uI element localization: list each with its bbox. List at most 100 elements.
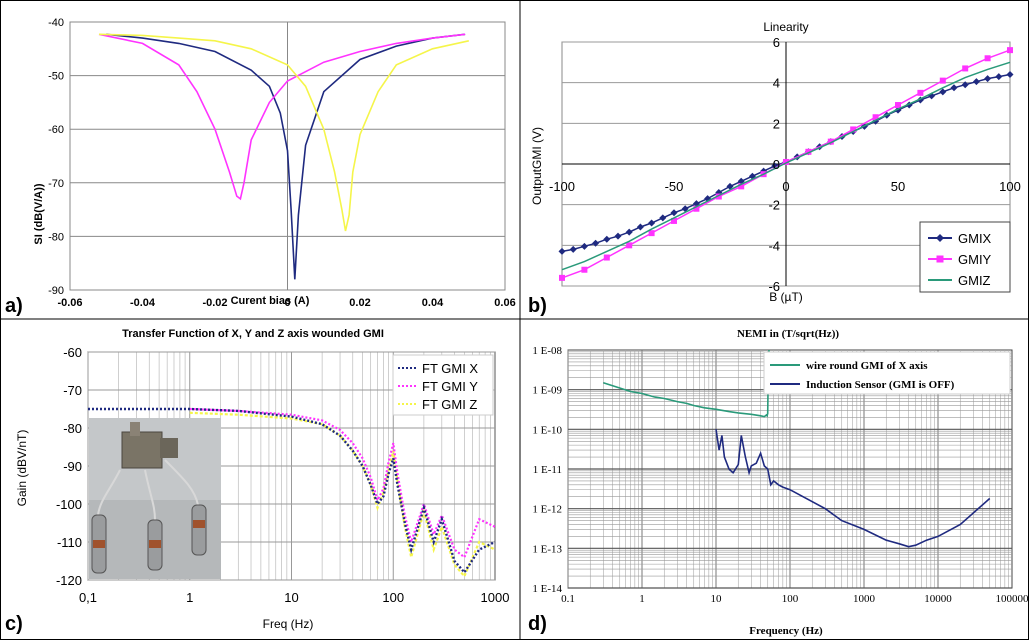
panel-b-point bbox=[984, 55, 991, 62]
panel-d-ytick: 1 E-08 bbox=[532, 345, 562, 357]
panel-a-ytick: -40 bbox=[48, 17, 64, 29]
panel-b-point bbox=[636, 223, 644, 231]
panel-d-xtick: 0.1 bbox=[561, 593, 575, 605]
panel-a-series-line bbox=[98, 33, 469, 232]
panel-b-point bbox=[895, 102, 901, 109]
panel-a-ytick: -60 bbox=[48, 124, 64, 136]
panel-d-legend-box bbox=[763, 351, 1011, 395]
panel-b-legend-label: GMIX bbox=[958, 231, 992, 246]
panel-b-series-line bbox=[561, 61, 1011, 271]
panel-c-ytick: -90 bbox=[63, 459, 82, 474]
panel-b-point bbox=[715, 193, 722, 200]
panel-b-point bbox=[671, 217, 677, 224]
panel-b-point bbox=[614, 232, 622, 240]
panel-b-legend: GMIX GMIY GMIZ bbox=[919, 221, 1011, 293]
panel-c-xtick: 1 bbox=[186, 590, 193, 605]
panel-c-legend-label: FT GMI Y bbox=[422, 379, 478, 394]
panel-a-xtick: 0.02 bbox=[349, 297, 370, 309]
panel-d-xtick: 10 bbox=[711, 593, 723, 605]
panel-a-ytick: -70 bbox=[48, 178, 64, 190]
panel-b-point bbox=[580, 242, 588, 250]
panel-c-xlabel: Freq (Hz) bbox=[263, 617, 314, 631]
panel-a-xtick: 0.04 bbox=[422, 297, 444, 309]
panel-b-point bbox=[939, 77, 946, 84]
panel-b-xlabel: B (µT) bbox=[769, 290, 803, 304]
panel-a-xtick: -0.02 bbox=[202, 297, 227, 309]
panel-d-legend: wire round GMI of X axis Induction Sensor… bbox=[763, 351, 1011, 395]
panel-a-ytick: -50 bbox=[48, 71, 64, 83]
panel-a-xtick: -0.04 bbox=[130, 297, 156, 309]
panel-b-point bbox=[962, 65, 969, 72]
panel-d-xtick: 100 bbox=[782, 593, 799, 605]
panel-b-point bbox=[659, 214, 667, 222]
panel-b-xtick: 100 bbox=[999, 179, 1021, 194]
panel-a-xtick: 0 bbox=[284, 297, 290, 309]
panel-d-legend-label: Induction Sensor (GMI is OFF) bbox=[806, 379, 955, 391]
panel-b-ytick: -6 bbox=[768, 279, 780, 294]
panel-b-point bbox=[592, 239, 600, 247]
panel-a-ylabel: SI (dB(V/A)) bbox=[33, 183, 45, 244]
panel-c-xtick: 10 bbox=[284, 590, 298, 605]
panel-b-point bbox=[995, 73, 1003, 81]
panel-b-ytick: -2 bbox=[768, 198, 780, 213]
panel-a-chart: -40 -50 -60 -70 -80 -90-0.06 -0.04 -0.02 0 0.02 0.… bbox=[5, 17, 516, 317]
panel-b-point bbox=[693, 205, 700, 212]
panel-a-ytick: -80 bbox=[48, 231, 64, 243]
panel-c-ytick: -80 bbox=[63, 421, 82, 436]
panel-d-xtick: 100000 bbox=[996, 593, 1029, 605]
panel-b-point bbox=[559, 274, 565, 281]
panel-b-point bbox=[603, 235, 611, 243]
panel-b-point bbox=[603, 254, 610, 261]
panel-d-ytick: 1 E-14 bbox=[532, 583, 562, 595]
panel-b-label: b) bbox=[528, 295, 547, 317]
panel-d-legend-label: wire round GMI of X axis bbox=[806, 360, 928, 372]
panel-b-xtick: 50 bbox=[891, 179, 905, 194]
panel-b-point bbox=[827, 138, 834, 145]
panel-b-xtick: -100 bbox=[549, 179, 575, 194]
panel-d-xlabel: Frequency (Hz) bbox=[749, 625, 823, 637]
panel-c-xtick: 0,1 bbox=[79, 590, 97, 605]
panel-b-ytick: 4 bbox=[773, 76, 780, 91]
panel-d-ytick: 1 E-11 bbox=[533, 464, 562, 476]
panel-b-point bbox=[569, 245, 577, 253]
sensor-photo bbox=[89, 418, 221, 579]
panel-d-xtick: 10000 bbox=[924, 593, 952, 605]
panel-c-xtick: 100 bbox=[382, 590, 404, 605]
panel-b-point bbox=[872, 114, 879, 121]
panel-b-point bbox=[939, 88, 947, 96]
panel-c-ytick: -100 bbox=[56, 497, 82, 512]
panel-b-ytick: 6 bbox=[773, 35, 780, 50]
panel-a-xtick: -0.06 bbox=[57, 297, 82, 309]
panel-b-point bbox=[1007, 47, 1013, 54]
panel-b-ylabel: OutputGMI (V) bbox=[530, 127, 544, 205]
panel-b-point bbox=[558, 247, 566, 255]
panel-c-ytick: -60 bbox=[63, 345, 82, 360]
panel-b-point bbox=[972, 78, 980, 86]
panel-b-ytick: 2 bbox=[773, 116, 780, 131]
panel-b-point bbox=[626, 242, 633, 249]
panel-b-point bbox=[670, 209, 678, 217]
panel-d-title: NEMI in (T/sqrt(Hz)) bbox=[737, 328, 839, 340]
panel-c-legend: FT GMI X FT GMI Y FT GMI Z bbox=[392, 354, 494, 416]
panel-d-ytick: 1 E-10 bbox=[532, 424, 562, 436]
panel-c-chart: -60 -70 -80 -90 -100 -110 -120 0,1 1 10 100 1000 Tr… bbox=[5, 328, 509, 635]
panel-c-legend-box bbox=[392, 354, 494, 416]
panel-c-legend-label: FT GMI X bbox=[422, 361, 478, 376]
panel-c-ylabel: Gain (dBV/nT) bbox=[15, 430, 29, 507]
panel-d-ytick: 1 E-12 bbox=[532, 504, 562, 516]
panel-b-point bbox=[984, 75, 992, 83]
panel-c-title: Transfer Function of X, Y and Z axis wou… bbox=[122, 328, 384, 340]
panel-b-legend-marker bbox=[936, 255, 944, 263]
panel-b-point bbox=[961, 81, 969, 89]
panel-b-point bbox=[950, 84, 958, 92]
panel-b-point bbox=[681, 205, 689, 213]
panel-d-ytick: 1 E-13 bbox=[532, 543, 562, 555]
panel-c-legend-label: FT GMI Z bbox=[422, 397, 477, 412]
panel-c-series-line bbox=[189, 411, 496, 579]
panel-b-point bbox=[917, 89, 924, 96]
panel-a-label: a) bbox=[5, 295, 23, 317]
panel-c-ytick: -70 bbox=[63, 383, 82, 398]
panel-c-ytick: -110 bbox=[57, 535, 82, 550]
